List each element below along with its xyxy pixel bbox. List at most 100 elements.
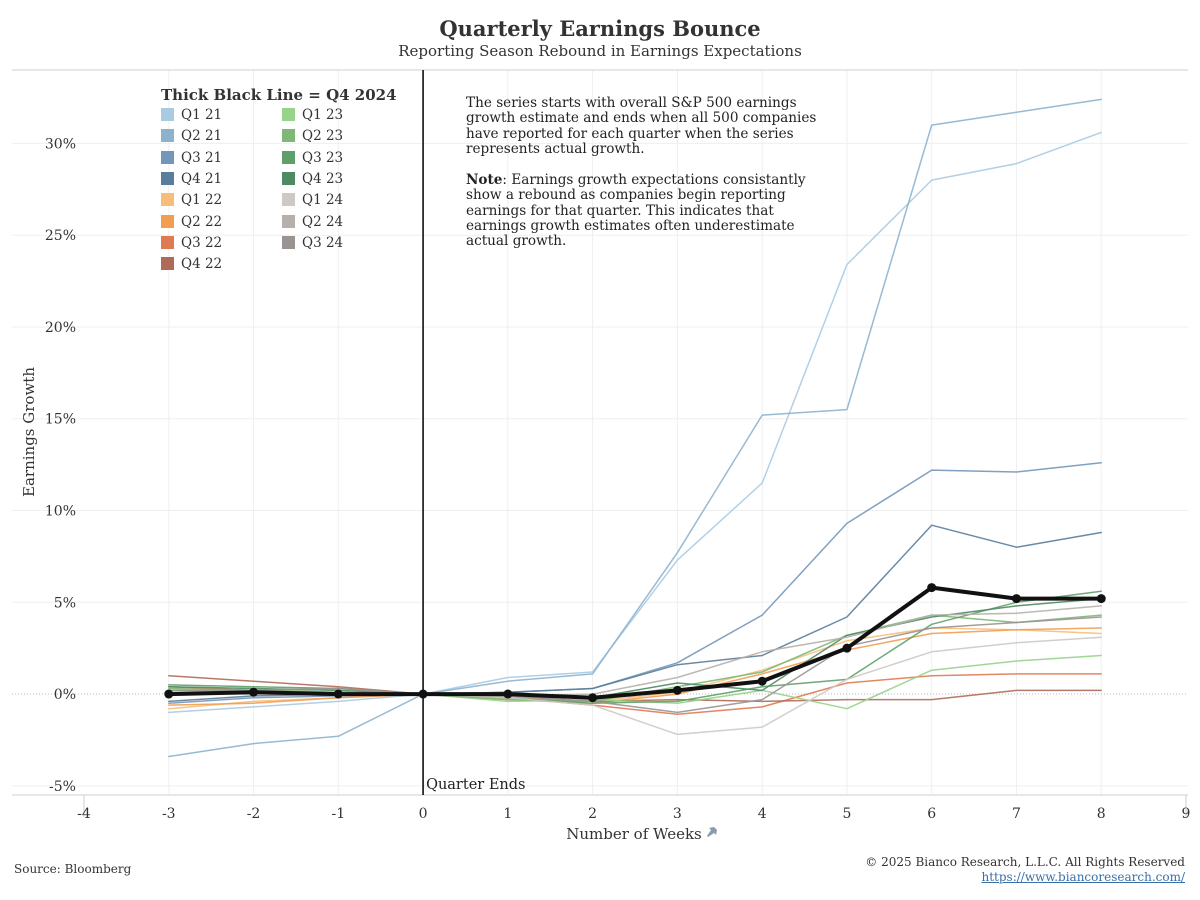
legend-label: Q4 23 bbox=[302, 170, 344, 187]
y-tick-label: 5% bbox=[54, 595, 76, 611]
legend-swatch bbox=[161, 171, 174, 185]
label-layer: -4 -3 -2 -1 0 1 2 3 4 5 6 7 8 9 -5% 0% 5% 10% 15% 20% 25% 30%… bbox=[20, 70, 1190, 843]
series-line-q4-22 bbox=[168, 674, 1102, 703]
x-tick-label: -3 bbox=[162, 806, 176, 822]
x-tick-label: -1 bbox=[331, 806, 345, 822]
legend-item: Q3 22 bbox=[161, 234, 222, 252]
note-label: Note bbox=[466, 172, 503, 189]
series-point-q4-2024 bbox=[249, 687, 259, 697]
series-line-q1-21 bbox=[168, 131, 1102, 714]
legend-item: Q4 22 bbox=[161, 255, 222, 273]
series-point-q4-2024 bbox=[333, 689, 343, 699]
legend-swatch bbox=[282, 214, 295, 228]
legend-swatch bbox=[282, 129, 295, 143]
legend-label: Q2 24 bbox=[302, 213, 344, 230]
legend-swatch bbox=[161, 129, 174, 143]
legend-label: Q3 21 bbox=[181, 149, 223, 166]
legend-label: Q2 22 bbox=[181, 213, 223, 230]
series-line-q3-24 bbox=[168, 616, 1102, 714]
series-point-q4-2024 bbox=[927, 583, 937, 593]
legend-item: Q3 21 bbox=[161, 149, 222, 167]
chart-title: Quarterly Earnings Bounce bbox=[439, 16, 761, 41]
note-paragraph-1: The series starts with overall S&P 500 e… bbox=[466, 95, 817, 157]
legend-swatch bbox=[161, 193, 174, 207]
series-line-q2-24 bbox=[168, 605, 1102, 697]
series-layer bbox=[166, 98, 1104, 758]
legend-swatch bbox=[282, 171, 295, 185]
quarter-end-label: Quarter Ends bbox=[426, 777, 525, 793]
y-tick-label: 30% bbox=[45, 136, 76, 152]
series-line-q3-21 bbox=[168, 462, 1102, 704]
y-tick-label: 10% bbox=[45, 504, 76, 520]
legend-item: Q1 23 bbox=[282, 106, 343, 124]
series-line-q4-2024 bbox=[166, 585, 1104, 700]
legend-label: Q3 24 bbox=[302, 234, 344, 251]
x-tick-label: 0 bbox=[419, 806, 428, 822]
legend-item: Q2 22 bbox=[161, 213, 222, 231]
x-tick-label: 5 bbox=[842, 806, 851, 822]
note-paragraph-2: Note: Earnings growth expectations consi… bbox=[466, 172, 838, 250]
legend-label: Q1 22 bbox=[181, 192, 223, 209]
x-axis-title: Number of Weeks bbox=[566, 825, 702, 843]
x-tick-label: 9 bbox=[1182, 806, 1191, 822]
x-tick-label: 4 bbox=[758, 806, 767, 822]
series-point-q4-2024 bbox=[1011, 594, 1021, 604]
series-point-q4-2024 bbox=[503, 689, 513, 699]
legend-label: Q2 23 bbox=[302, 128, 344, 145]
x-tick-label: 3 bbox=[673, 806, 682, 822]
legend-label: Q4 21 bbox=[181, 170, 223, 187]
legend-swatch bbox=[161, 257, 174, 271]
series-point-q4-2024 bbox=[672, 685, 682, 695]
series-line-q2-21 bbox=[168, 98, 1102, 758]
series-point-q4-2024 bbox=[757, 676, 767, 686]
x-tick-label: 6 bbox=[927, 806, 936, 822]
legend-item: Q1 24 bbox=[282, 191, 343, 209]
y-tick-label: 15% bbox=[45, 412, 76, 428]
x-tick-label: 7 bbox=[1012, 806, 1021, 822]
series-point-q4-2024 bbox=[164, 689, 174, 699]
legend-swatch bbox=[161, 235, 174, 249]
chart-subtitle: Reporting Season Rebound in Earnings Exp… bbox=[398, 42, 802, 60]
legend-swatch bbox=[282, 150, 295, 164]
legend-label: Q1 21 bbox=[181, 107, 223, 123]
x-tick-label: 2 bbox=[588, 806, 597, 822]
legend-item: Q2 21 bbox=[161, 127, 222, 145]
legend-item: Q3 24 bbox=[282, 234, 343, 252]
legend-swatch bbox=[161, 108, 174, 121]
legend-item: Q4 21 bbox=[161, 170, 222, 188]
legend-label: Q1 24 bbox=[302, 192, 344, 209]
legend-swatch bbox=[282, 193, 295, 207]
legend-label: Q3 23 bbox=[302, 149, 344, 166]
series-point-q4-2024 bbox=[1096, 594, 1106, 604]
y-tick-label: 0% bbox=[54, 687, 76, 703]
legend-swatch bbox=[161, 214, 174, 228]
legend-item: Q2 23 bbox=[282, 127, 343, 145]
y-tick-label: -5% bbox=[49, 779, 76, 795]
legend-swatch bbox=[161, 150, 174, 164]
copyright-label: © 2025 Bianco Research, L.L.C. All Right… bbox=[865, 855, 1185, 869]
legend-item: Q2 24 bbox=[282, 213, 343, 231]
legend-label: Q3 22 bbox=[181, 234, 223, 251]
legend-item: Q1 22 bbox=[161, 191, 222, 209]
legend-swatch bbox=[282, 108, 295, 121]
legend-label: Q4 22 bbox=[181, 256, 223, 273]
y-axis-title: Earnings Growth bbox=[20, 367, 38, 497]
x-tick-label: -4 bbox=[77, 806, 91, 822]
legend-label: Q1 23 bbox=[302, 107, 344, 123]
x-tick-label: 8 bbox=[1097, 806, 1106, 822]
x-tick-label: 1 bbox=[503, 806, 512, 822]
source-label: Source: Bloomberg bbox=[14, 862, 132, 876]
website-link[interactable]: https://www.biancoresearch.com/ bbox=[981, 870, 1185, 884]
pin-icon bbox=[707, 827, 717, 837]
series-point-q4-2024 bbox=[588, 693, 598, 703]
legend-item: Q4 23 bbox=[282, 170, 343, 188]
legend-item: Q3 23 bbox=[282, 149, 343, 167]
note-body: : Earnings growth expectations consistan… bbox=[466, 172, 806, 250]
axis-layer bbox=[12, 69, 1188, 817]
series-line-q1-23 bbox=[168, 654, 1102, 710]
legend-swatch bbox=[282, 235, 295, 249]
y-tick-label: 25% bbox=[45, 228, 76, 244]
annotation-note: The series starts with overall S&P 500 e… bbox=[466, 95, 838, 266]
y-tick-label: 20% bbox=[45, 320, 76, 336]
